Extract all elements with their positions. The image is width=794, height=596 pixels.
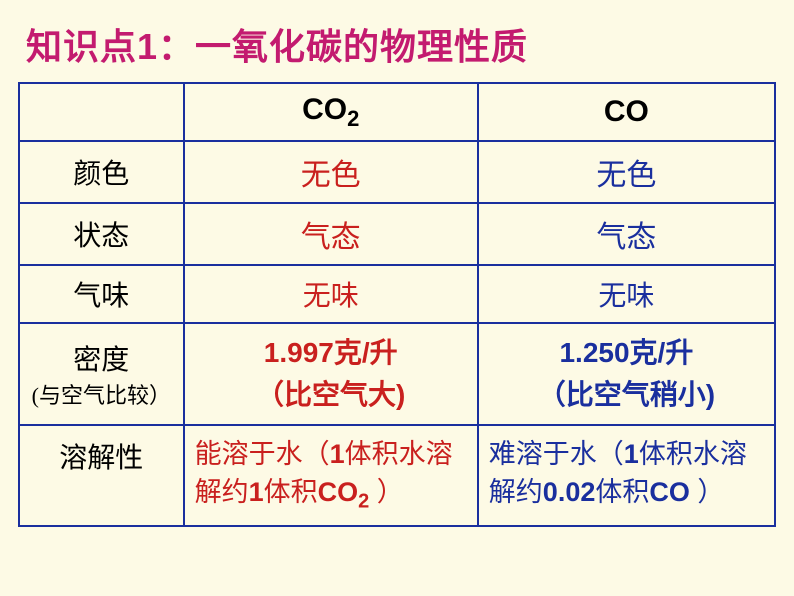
solubility-co: 难溶于水（1体积水溶解约0.02体积CO ） — [478, 425, 775, 526]
row-state: 状态 气态 气态 — [19, 203, 775, 265]
sol-co-mid2: 体积 — [595, 477, 649, 507]
header-co2: CO2 — [184, 83, 478, 141]
sol-co2-formula: CO — [318, 477, 359, 507]
density-co2-val: 1.997克/升 — [191, 332, 471, 374]
density-co2: 1.997克/升 （比空气大) — [184, 323, 478, 425]
sol-co-b1: 1 — [624, 439, 639, 469]
solubility-co2: 能溶于水（1体积水溶解约1体积CO2 ） — [184, 425, 478, 526]
sol-co2-pre: 能溶于水（ — [195, 439, 330, 469]
density-label-1: 密度 — [73, 345, 129, 376]
co2-subscript: 2 — [347, 106, 359, 131]
properties-table: CO2 CO 颜色 无色 无色 状态 气态 气态 气味 无味 无味 密度 (与空… — [18, 82, 776, 527]
page-title: 知识点1：一氧化碳的物理性质 — [26, 18, 776, 70]
row-density: 密度 (与空气比较） 1.997克/升 （比空气大) 1.250克/升 （比空气… — [19, 323, 775, 425]
density-label-2: (与空气比较） — [26, 378, 177, 410]
sol-co-b2: 0.02 — [543, 477, 596, 507]
sol-co2-sub: 2 — [358, 490, 369, 512]
sol-co2-end: ） — [369, 477, 404, 507]
state-co: 气态 — [478, 203, 775, 265]
header-co: CO — [478, 83, 775, 141]
density-co2-cmp: （比空气大) — [191, 374, 471, 416]
label-smell: 气味 — [19, 265, 184, 323]
co2-base: CO — [302, 93, 347, 126]
sol-co2-b2: 1 — [249, 477, 264, 507]
state-co2: 气态 — [184, 203, 478, 265]
sol-co2-b1: 1 — [330, 439, 345, 469]
color-co: 无色 — [478, 141, 775, 203]
label-density: 密度 (与空气比较） — [19, 323, 184, 425]
density-co-val: 1.250克/升 — [485, 332, 768, 374]
color-co2: 无色 — [184, 141, 478, 203]
label-solubility: 溶解性 — [19, 425, 184, 526]
density-co-cmp: （比空气稍小) — [485, 374, 768, 416]
density-co: 1.250克/升 （比空气稍小) — [478, 323, 775, 425]
sol-co2-mid2: 体积 — [264, 477, 318, 507]
row-solubility: 溶解性 能溶于水（1体积水溶解约1体积CO2 ） 难溶于水（1体积水溶解约0.0… — [19, 425, 775, 526]
row-smell: 气味 无味 无味 — [19, 265, 775, 323]
header-blank — [19, 83, 184, 141]
sol-co-end: ） — [690, 477, 725, 507]
sol-co-formula: CO — [649, 477, 690, 507]
label-color: 颜色 — [19, 141, 184, 203]
smell-co2: 无味 — [184, 265, 478, 323]
table-header-row: CO2 CO — [19, 83, 775, 141]
label-state: 状态 — [19, 203, 184, 265]
sol-co-pre: 难溶于水（ — [489, 439, 624, 469]
row-color: 颜色 无色 无色 — [19, 141, 775, 203]
smell-co: 无味 — [478, 265, 775, 323]
